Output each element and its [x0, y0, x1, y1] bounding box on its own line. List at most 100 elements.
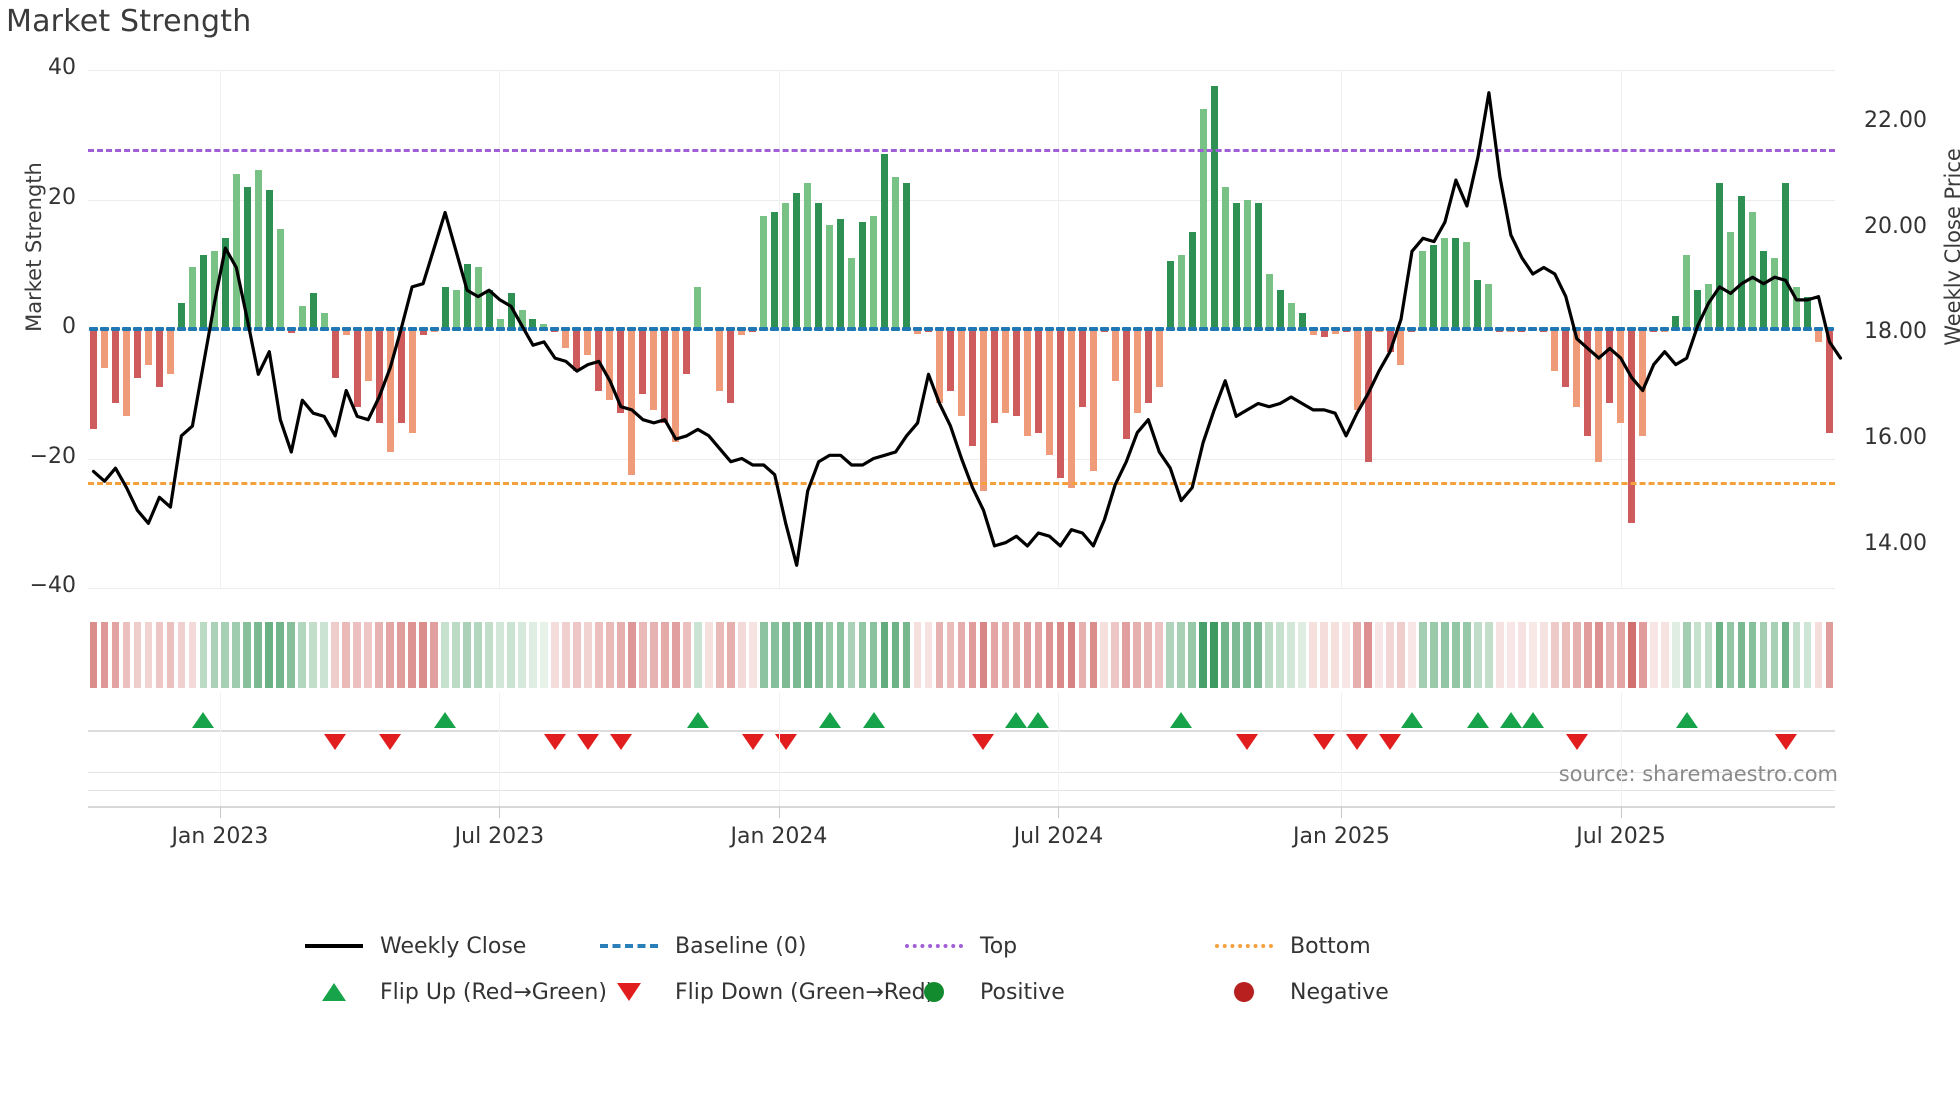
top-swatch-icon — [905, 944, 963, 948]
baseline-stub — [1275, 327, 1285, 331]
x-tick-0: Jan 2023 — [171, 824, 269, 849]
strength-bar — [485, 290, 493, 329]
flip-down-marker — [1346, 734, 1369, 750]
triangle-down-red-icon — [595, 983, 663, 1001]
heatmap-cell — [1430, 622, 1438, 688]
strength-bar — [100, 329, 108, 368]
strength-bar — [727, 329, 735, 404]
strength-bar — [518, 309, 526, 329]
baseline-stub — [660, 327, 670, 331]
baseline-stub — [1286, 327, 1296, 331]
baseline-stub — [803, 327, 813, 331]
heatmap-cell — [639, 622, 647, 688]
heatmap-cell — [1397, 622, 1405, 688]
heatmap-cell — [1748, 622, 1757, 688]
strength-bar — [617, 329, 625, 414]
baseline-stub — [495, 327, 505, 331]
heatmap-cell — [342, 622, 351, 688]
baseline-stub — [792, 327, 802, 331]
y-tick-left-3: −20 — [29, 443, 76, 469]
y-tick-right-0: 22.00 — [1864, 107, 1927, 133]
strength-bar — [1639, 329, 1647, 436]
heatmap-cell — [1276, 622, 1284, 688]
heatmap-cell — [1781, 622, 1790, 688]
heatmap-cell — [1232, 622, 1241, 688]
baseline-stub — [1484, 327, 1494, 331]
legend-item-negative[interactable]: Negative — [1210, 980, 1389, 1005]
legend-item-positive[interactable]: Positive — [900, 980, 1065, 1005]
baseline-stub — [957, 327, 966, 331]
strength-bar — [595, 329, 603, 391]
heatmap-cell — [1507, 622, 1515, 688]
legend-item-weekly-close[interactable]: Weekly Close — [300, 934, 526, 959]
legend-item-top[interactable]: Top — [900, 934, 1017, 959]
heatmap-cell — [441, 622, 449, 688]
strength-bar — [738, 329, 746, 336]
baseline-stub — [1473, 327, 1483, 331]
baseline-stub — [737, 327, 747, 331]
gridline-y-1 — [88, 199, 1835, 201]
gridline-x-0 — [219, 70, 221, 588]
baseline-stub — [1726, 327, 1736, 331]
baseline-stub — [1759, 327, 1769, 331]
baseline-stub — [891, 327, 901, 331]
line-dotted-purple-icon — [900, 944, 968, 948]
legend-item-flip-up[interactable]: Flip Up (Red→Green) — [300, 980, 607, 1005]
heatmap-cell — [1067, 622, 1076, 688]
strength-bar — [870, 215, 878, 329]
baseline-stub — [1165, 327, 1175, 331]
strength-bar — [1441, 238, 1449, 329]
flip-up-marker — [1675, 712, 1698, 728]
heatmap-cell — [1144, 622, 1153, 688]
flip-up-marker — [1170, 712, 1193, 728]
strength-bar — [1694, 290, 1702, 329]
heatmap-cell — [1001, 622, 1010, 688]
page-title: Market Strength — [6, 4, 252, 39]
baseline-stub — [220, 327, 230, 331]
legend-item-bottom[interactable]: Bottom — [1210, 934, 1371, 959]
legend-item-baseline[interactable]: Baseline (0) — [595, 934, 806, 959]
baseline-stub — [110, 327, 120, 331]
strength-bar — [1221, 186, 1229, 329]
strength-bar — [694, 286, 702, 329]
heatmap-cell — [803, 622, 812, 688]
strength-bar — [804, 183, 812, 329]
flip-down-marker — [576, 734, 599, 750]
strength-bar — [1353, 329, 1361, 410]
heatmap-cell — [265, 622, 274, 688]
strength-bar — [1056, 329, 1064, 478]
baseline-stub — [638, 327, 648, 331]
strength-bar — [507, 293, 515, 329]
baseline-stub — [1110, 327, 1120, 331]
baseline-stub — [1088, 327, 1098, 331]
legend-item-flip-down[interactable]: Flip Down (Green→Red) — [595, 980, 934, 1005]
baseline-stub — [1352, 327, 1362, 331]
heatmap-cell — [1111, 622, 1120, 688]
heatmap-cell — [408, 622, 416, 688]
baseline-stub — [1044, 327, 1054, 331]
legend-label: Flip Up (Red→Green) — [380, 979, 607, 1005]
baseline-stub — [1418, 327, 1428, 331]
heatmap-cell — [770, 622, 779, 688]
heatmap-cell — [584, 622, 592, 688]
x-tick-mark-2 — [778, 806, 780, 818]
heatmap-cell — [1704, 622, 1713, 688]
baseline-stub — [1803, 327, 1813, 331]
heatmap-cell — [924, 622, 933, 688]
baseline-stub — [1704, 327, 1714, 331]
dot-red-icon — [1210, 982, 1278, 1002]
heatmap-cell — [737, 622, 746, 688]
dot-green-icon — [900, 982, 968, 1002]
baseline-stub — [1671, 327, 1681, 331]
baseline-stub — [1077, 327, 1087, 331]
heatmap-cell — [1627, 622, 1636, 688]
heatmap-cell — [946, 622, 955, 688]
heatmap-cell — [221, 622, 230, 688]
strength-bar — [1815, 329, 1823, 342]
strength-bar — [1738, 196, 1746, 329]
strength-bar — [1826, 329, 1833, 433]
strength-bar — [276, 228, 284, 329]
baseline-stub — [506, 327, 516, 331]
baseline-stub — [814, 327, 824, 331]
baseline-stub — [913, 327, 923, 331]
